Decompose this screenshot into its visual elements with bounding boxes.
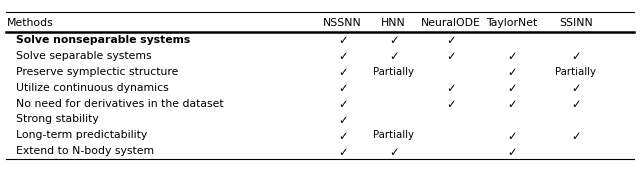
- Text: $\checkmark$: $\checkmark$: [337, 49, 348, 62]
- Text: $\checkmark$: $\checkmark$: [337, 65, 348, 78]
- Text: Strong stability: Strong stability: [16, 114, 99, 124]
- Text: SSINN: SSINN: [559, 18, 593, 28]
- Text: $\checkmark$: $\checkmark$: [388, 33, 399, 46]
- Text: $\checkmark$: $\checkmark$: [337, 113, 348, 126]
- Text: TaylorNet: TaylorNet: [486, 18, 538, 28]
- Text: $\checkmark$: $\checkmark$: [507, 129, 517, 142]
- Text: $\checkmark$: $\checkmark$: [571, 81, 581, 94]
- Text: $\checkmark$: $\checkmark$: [507, 145, 517, 158]
- Text: $\checkmark$: $\checkmark$: [337, 97, 348, 110]
- Text: $\checkmark$: $\checkmark$: [446, 81, 456, 94]
- Text: $\checkmark$: $\checkmark$: [507, 81, 517, 94]
- Text: No need for derivatives in the dataset: No need for derivatives in the dataset: [16, 98, 223, 109]
- Text: $\checkmark$: $\checkmark$: [337, 33, 348, 46]
- Text: HNN: HNN: [381, 18, 406, 28]
- Text: Long-term predictability: Long-term predictability: [16, 130, 147, 140]
- Text: Partially: Partially: [556, 67, 596, 77]
- Text: $\checkmark$: $\checkmark$: [507, 97, 517, 110]
- Text: $\checkmark$: $\checkmark$: [337, 81, 348, 94]
- Text: $\checkmark$: $\checkmark$: [507, 65, 517, 78]
- Text: Utilize continuous dynamics: Utilize continuous dynamics: [16, 83, 169, 93]
- Text: Solve separable systems: Solve separable systems: [16, 51, 152, 61]
- Text: $\checkmark$: $\checkmark$: [337, 129, 348, 142]
- Text: $\checkmark$: $\checkmark$: [337, 145, 348, 158]
- Text: Preserve symplectic structure: Preserve symplectic structure: [16, 67, 179, 77]
- Text: $\checkmark$: $\checkmark$: [446, 97, 456, 110]
- Text: $\checkmark$: $\checkmark$: [446, 49, 456, 62]
- Text: Partially: Partially: [373, 67, 414, 77]
- Text: Extend to N-body system: Extend to N-body system: [16, 146, 154, 156]
- Text: $\checkmark$: $\checkmark$: [571, 49, 581, 62]
- Text: NSSNN: NSSNN: [323, 18, 362, 28]
- Text: $\checkmark$: $\checkmark$: [388, 49, 399, 62]
- Text: $\checkmark$: $\checkmark$: [388, 145, 399, 158]
- Text: Solve nonseparable systems: Solve nonseparable systems: [16, 35, 190, 45]
- Text: $\checkmark$: $\checkmark$: [507, 49, 517, 62]
- Text: $\checkmark$: $\checkmark$: [571, 129, 581, 142]
- Text: NeuralODE: NeuralODE: [421, 18, 481, 28]
- Text: $\checkmark$: $\checkmark$: [446, 33, 456, 46]
- Text: Methods: Methods: [6, 18, 53, 28]
- Text: $\checkmark$: $\checkmark$: [571, 97, 581, 110]
- Text: Partially: Partially: [373, 130, 414, 140]
